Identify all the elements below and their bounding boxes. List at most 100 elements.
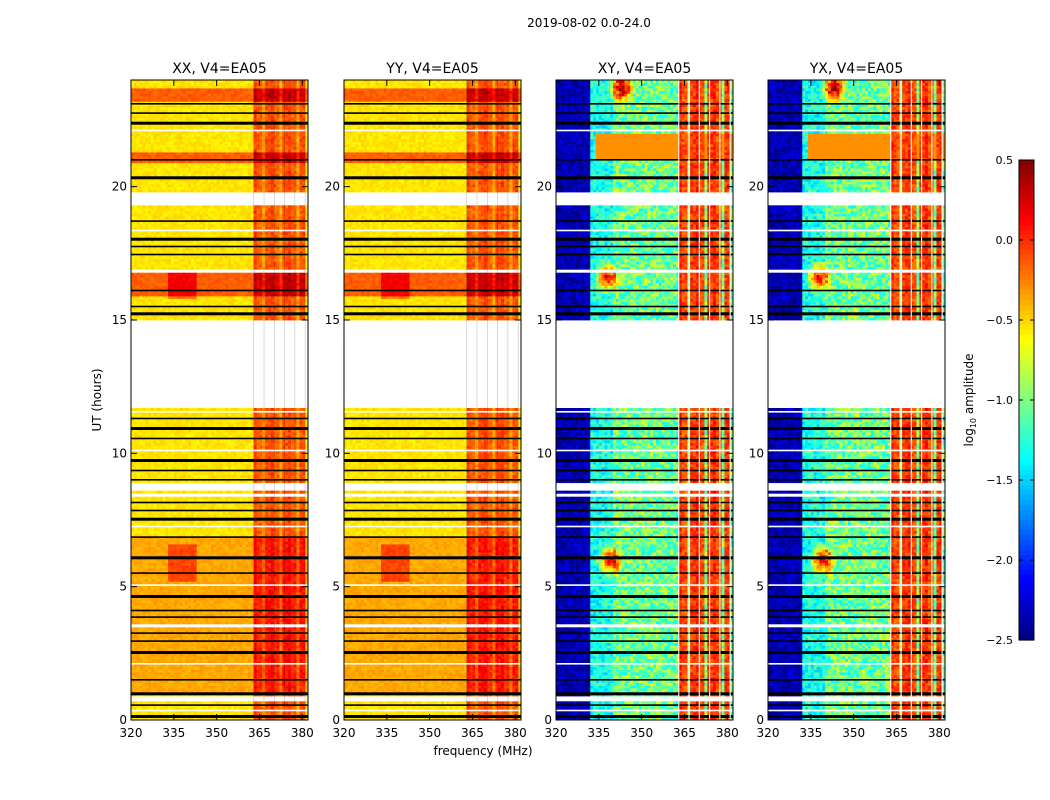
x-tick-label: 320 xyxy=(545,726,568,740)
flagged-row xyxy=(768,289,945,292)
panel-2: YY, V4=EA05 320 335 350 365 380 0 5 10 15 20 xyxy=(325,61,527,740)
colorbar-tick-label: −1.5 xyxy=(986,474,1013,487)
colorbar-segment xyxy=(1019,315,1034,321)
flagged-row xyxy=(131,112,308,114)
colorbar-segment xyxy=(1019,495,1034,501)
colorbar-segment xyxy=(1019,240,1034,246)
flagged-row xyxy=(344,501,521,504)
colorbar-segment xyxy=(1019,330,1034,336)
y-tick-label: 5 xyxy=(544,580,552,594)
colorbar-segment xyxy=(1019,215,1034,221)
flagged-row xyxy=(556,449,733,452)
flagged-row xyxy=(768,229,945,232)
colorbar-label-sub: 10 xyxy=(969,418,978,428)
y-tick-label: 20 xyxy=(325,180,340,194)
flagged-row xyxy=(344,572,521,574)
x-tick-label: 350 xyxy=(630,726,653,740)
flagged-row xyxy=(768,632,945,634)
flagged-row xyxy=(131,312,308,316)
flagged-row xyxy=(131,459,308,462)
flagged-row xyxy=(556,112,733,114)
flagged-row xyxy=(556,245,733,248)
colorbar-segment xyxy=(1019,185,1034,191)
flagged-row xyxy=(131,269,308,273)
colorbar-segment xyxy=(1019,565,1034,571)
flagged-row xyxy=(768,220,945,222)
colorbar-segment xyxy=(1019,435,1034,441)
colorbar-segment xyxy=(1019,325,1034,331)
flagged-row xyxy=(344,595,521,598)
colorbar-segment xyxy=(1019,540,1034,546)
flagged-row xyxy=(131,493,308,497)
flagged-row xyxy=(768,269,945,273)
colorbar-segment xyxy=(1019,610,1034,616)
colorbar-segment xyxy=(1019,295,1034,301)
flagged-row xyxy=(556,437,733,440)
colorbar-segment xyxy=(1019,390,1034,396)
flagged-row xyxy=(556,663,733,665)
colorbar-segment xyxy=(1019,345,1034,351)
heatmap-cells xyxy=(131,80,308,720)
colorbar-segment xyxy=(1019,350,1034,356)
flagged-row xyxy=(768,305,945,308)
heatmap-cells xyxy=(768,80,945,720)
colorbar-segment xyxy=(1019,545,1034,551)
x-tick-label: 335 xyxy=(162,726,185,740)
colorbar-segment xyxy=(1019,225,1034,231)
flagged-row xyxy=(556,692,733,696)
x-tick-label: 320 xyxy=(333,726,356,740)
x-tick-label: 320 xyxy=(120,726,143,740)
flagged-row xyxy=(768,417,945,420)
flagged-row xyxy=(556,709,733,712)
colorbar-label-log: log xyxy=(962,428,976,446)
flagged-row xyxy=(131,679,308,681)
colorbar-segment xyxy=(1019,595,1034,601)
colorbar-segment xyxy=(1019,385,1034,391)
flagged-row xyxy=(768,692,945,696)
flagged-row xyxy=(131,103,308,105)
flagged-row xyxy=(556,584,733,586)
colorbar-segment xyxy=(1019,625,1034,631)
panel-4: YX, V4=EA05 320 335 350 365 380 0 5 10 15 20 xyxy=(749,61,951,740)
y-tick-label: 10 xyxy=(325,446,340,460)
colorbar-segment xyxy=(1019,445,1034,451)
colorbar-segment xyxy=(1019,525,1034,531)
flagged-row xyxy=(556,572,733,574)
colorbar-segment xyxy=(1019,585,1034,591)
flagged-row xyxy=(344,437,521,440)
flagged-row xyxy=(344,253,521,256)
flagged-row xyxy=(768,525,945,528)
flagged-row xyxy=(344,312,521,316)
flagged-row xyxy=(556,176,733,180)
colorbar-segment xyxy=(1019,175,1034,181)
flagged-row xyxy=(556,493,733,497)
flagged-row xyxy=(344,493,521,497)
flagged-row xyxy=(768,459,945,462)
colorbar-segment xyxy=(1019,165,1034,171)
flagged-row xyxy=(768,584,945,586)
colorbar-segment xyxy=(1019,460,1034,466)
flagged-row xyxy=(556,525,733,528)
colorbar-segment xyxy=(1019,375,1034,381)
flagged-row xyxy=(344,616,521,618)
flagged-row xyxy=(556,536,733,538)
flagged-row xyxy=(131,417,308,420)
flagged-row xyxy=(131,715,308,718)
flagged-row xyxy=(768,517,945,521)
flagged-row xyxy=(768,103,945,105)
colorbar-segment xyxy=(1019,415,1034,421)
colorbar-segment xyxy=(1019,465,1034,471)
colorbar-segment xyxy=(1019,320,1034,326)
x-tick-label: 335 xyxy=(587,726,610,740)
flagged-row xyxy=(131,624,308,628)
colorbar-segment xyxy=(1019,260,1034,266)
colorbar-segment xyxy=(1019,470,1034,476)
flagged-row xyxy=(131,609,308,612)
flagged-row xyxy=(131,220,308,222)
flagged-row xyxy=(768,493,945,497)
colorbar-segment xyxy=(1019,555,1034,561)
flagged-row xyxy=(344,103,521,105)
flagged-row xyxy=(344,556,521,560)
flagged-row xyxy=(556,501,733,504)
colorbar-segment xyxy=(1019,580,1034,586)
